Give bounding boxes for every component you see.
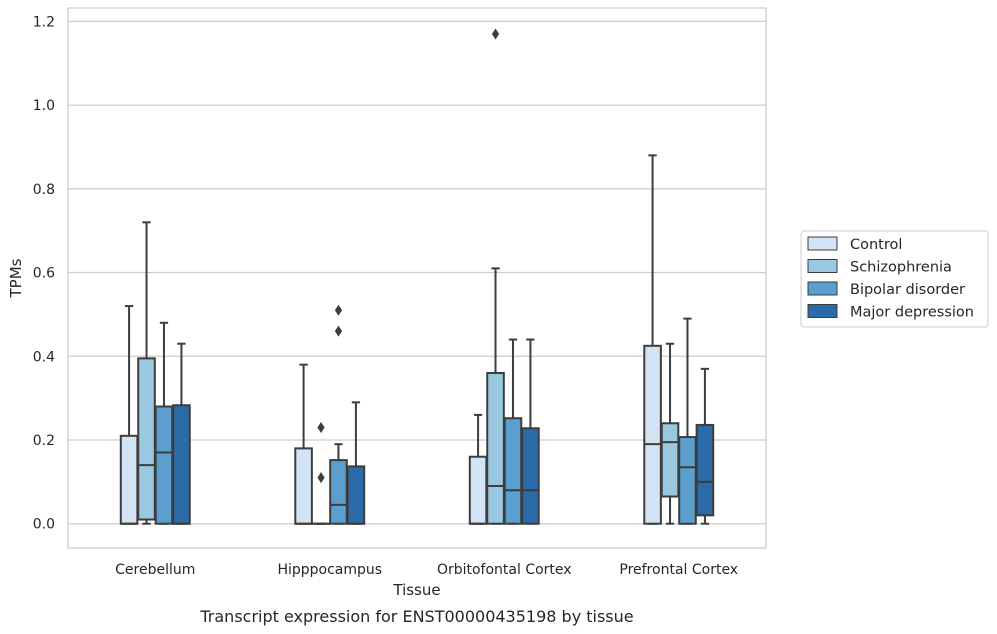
x-axis-ticks: Cerebellum Hipppocampus Orbitofontal Corte… xyxy=(115,562,738,578)
y-tick-label: 0.0 xyxy=(33,517,55,533)
box-body xyxy=(172,404,191,525)
box-body xyxy=(643,344,662,525)
outlier-point xyxy=(334,325,343,337)
y-tick-label: 1.0 xyxy=(33,98,55,114)
box-body xyxy=(329,459,348,525)
box-body xyxy=(154,405,174,525)
legend-label: Schizophrenia xyxy=(850,260,952,276)
legend-swatch xyxy=(807,259,838,273)
x-axis-label: Tissue xyxy=(392,581,440,599)
box-body xyxy=(503,417,523,525)
y-tick-label: 1.2 xyxy=(33,14,55,30)
box-body xyxy=(346,465,366,525)
box-bipolar-disorder xyxy=(503,338,523,525)
box-body xyxy=(468,455,488,525)
x-tick-label: Prefrontal Cortex xyxy=(619,562,738,578)
legend-swatch xyxy=(807,281,838,296)
legend-swatch xyxy=(807,304,838,318)
x-tick-label: Hipppocampus xyxy=(277,562,382,578)
box-major-depression xyxy=(521,338,540,525)
box-groups xyxy=(119,28,715,525)
legend-label: Control xyxy=(850,237,902,253)
x-tick-label: Orbitofontal Cortex xyxy=(437,562,572,578)
y-tick-label: 0.4 xyxy=(33,349,55,365)
x-tick-label: Cerebellum xyxy=(115,562,195,578)
box-body xyxy=(521,427,540,525)
box-body xyxy=(486,372,505,525)
y-tick-label: 0.8 xyxy=(33,182,55,198)
legend-swatch xyxy=(807,236,838,251)
box-body xyxy=(660,422,680,498)
box-body xyxy=(695,423,715,517)
legend: Control Schizophrenia Bipolar disorder Majo… xyxy=(800,230,989,328)
box-body xyxy=(119,434,139,525)
y-tick-label: 0.2 xyxy=(33,433,55,449)
outlier-point xyxy=(334,304,343,316)
y-axis-ticks: 0.0 0.2 0.4 0.6 0.8 1.0 1.2 xyxy=(33,14,55,532)
outlier-point xyxy=(317,421,325,433)
box-major-depression xyxy=(346,401,366,525)
box-control xyxy=(294,363,313,525)
box-major-depression xyxy=(172,342,191,525)
box-body xyxy=(678,436,697,525)
legend-frame xyxy=(800,230,989,328)
y-axis-label: TPMs xyxy=(7,258,25,298)
y-tick-label: 0.6 xyxy=(33,266,55,282)
plot-frame xyxy=(67,7,767,549)
figure-caption: Transcript expression for ENST0000043519… xyxy=(199,607,633,626)
box-schizophrenia xyxy=(137,221,156,525)
box-body xyxy=(294,447,313,525)
legend-label: Bipolar disorder xyxy=(850,282,965,298)
legend-label: Major depression xyxy=(850,305,974,321)
outlier-point xyxy=(317,472,325,484)
outlier-point xyxy=(491,28,500,40)
box-body xyxy=(137,357,156,521)
box-schizophrenia xyxy=(660,342,680,525)
box-major-depression xyxy=(695,367,715,525)
box-bipolar-disorder xyxy=(678,317,697,525)
